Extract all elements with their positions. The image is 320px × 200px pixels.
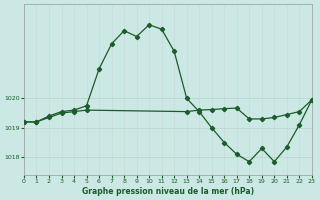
X-axis label: Graphe pression niveau de la mer (hPa): Graphe pression niveau de la mer (hPa) <box>82 187 254 196</box>
